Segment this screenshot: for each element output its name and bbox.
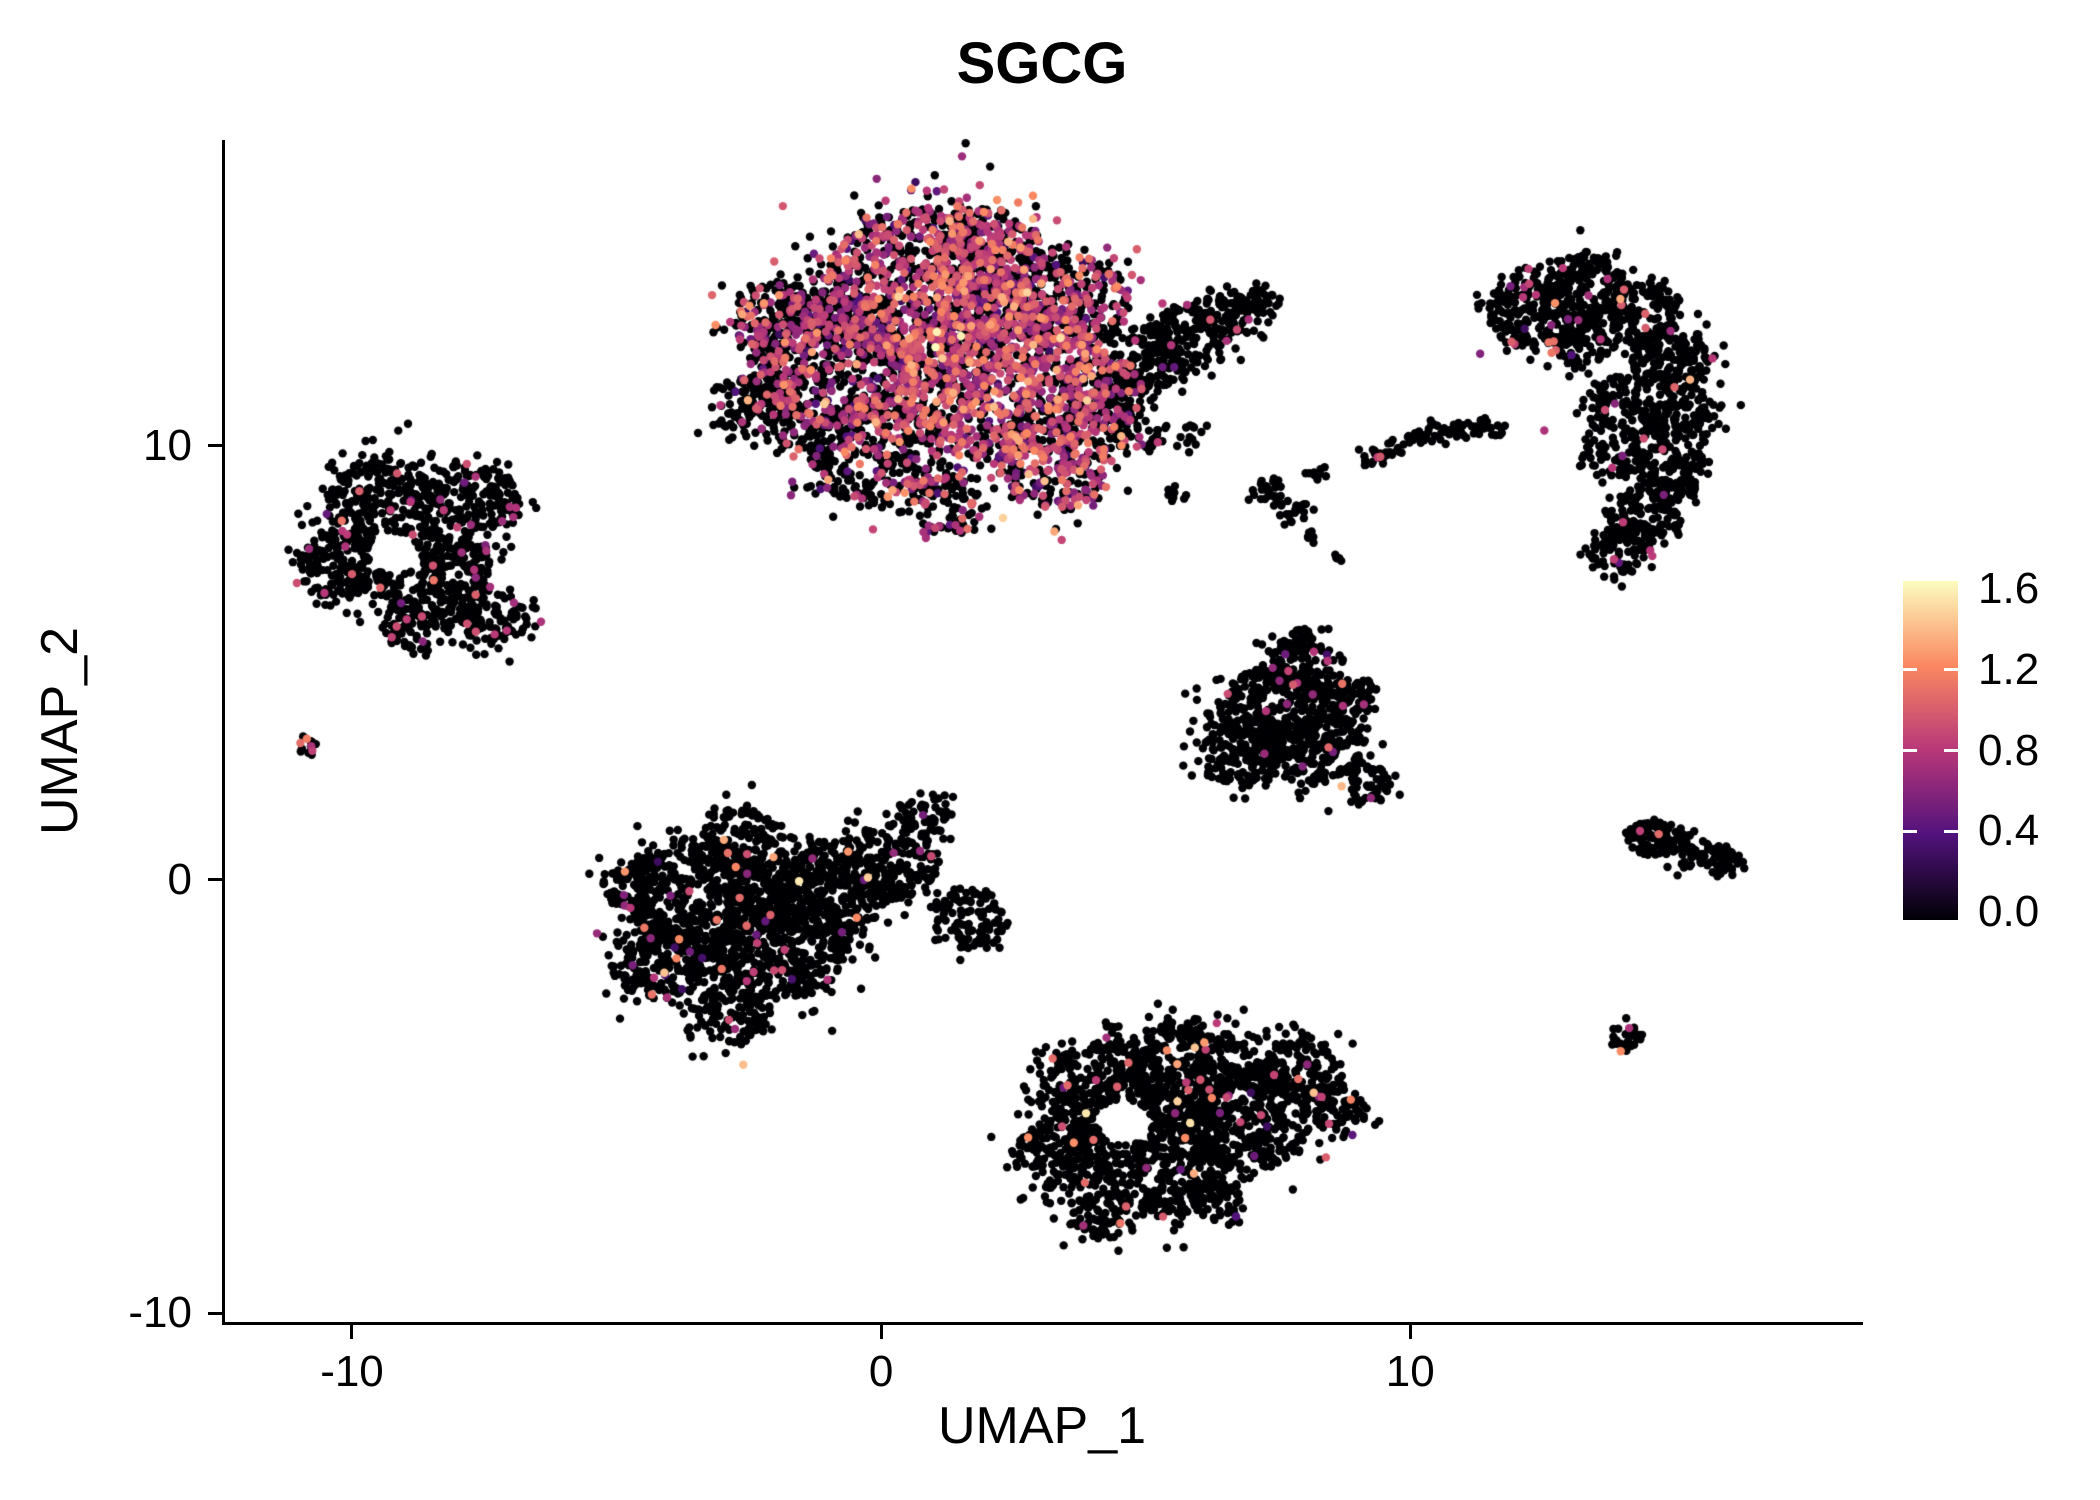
colorbar-tick-label: 1.6 (1978, 564, 2040, 613)
colorbar-tick-label: 0.8 (1978, 725, 2040, 775)
y-axis-title: UMAP_2 (31, 626, 89, 836)
x-axis-tick-mark (1408, 1325, 1412, 1339)
colorbar-tick-mark (1944, 668, 1958, 672)
x-axis-tick-label: -10 (320, 1347, 384, 1396)
y-axis-tick-label: -10 (128, 1288, 192, 1338)
x-axis-tick-mark (879, 1325, 883, 1339)
y-axis-tick-mark (208, 1311, 222, 1315)
plot-title: SGCG (956, 31, 1128, 96)
y-axis-line (222, 140, 225, 1325)
x-axis-line (222, 1322, 1863, 1325)
x-axis-tick-label: 10 (1385, 1347, 1435, 1396)
y-axis-tick-label: 10 (143, 420, 192, 470)
colorbar-legend: 1.6 1.2 0.8 0.4 0.0 (1903, 567, 2039, 934)
colorbar-tick-label: 0.4 (1978, 806, 2040, 856)
colorbar-tick-mark (1903, 749, 1917, 752)
colorbar-tick-mark (1944, 829, 1958, 833)
x-axis-tick-label: 0 (868, 1347, 894, 1396)
colorbar-tick-label: 1.2 (1978, 644, 2040, 694)
colorbar-tick-label: 0.0 (1978, 887, 2040, 936)
y-axis-tick-mark (208, 444, 222, 448)
colorbar-tick-mark (1903, 668, 1917, 672)
y-axis-tick-label: 0 (167, 854, 192, 904)
x-axis-title: UMAP_1 (937, 1397, 1147, 1455)
y-axis-tick-mark (208, 878, 222, 882)
colorbar-tick-mark (1903, 829, 1917, 833)
colorbar-tick-mark (1944, 749, 1958, 752)
x-axis-tick-mark (350, 1325, 354, 1339)
